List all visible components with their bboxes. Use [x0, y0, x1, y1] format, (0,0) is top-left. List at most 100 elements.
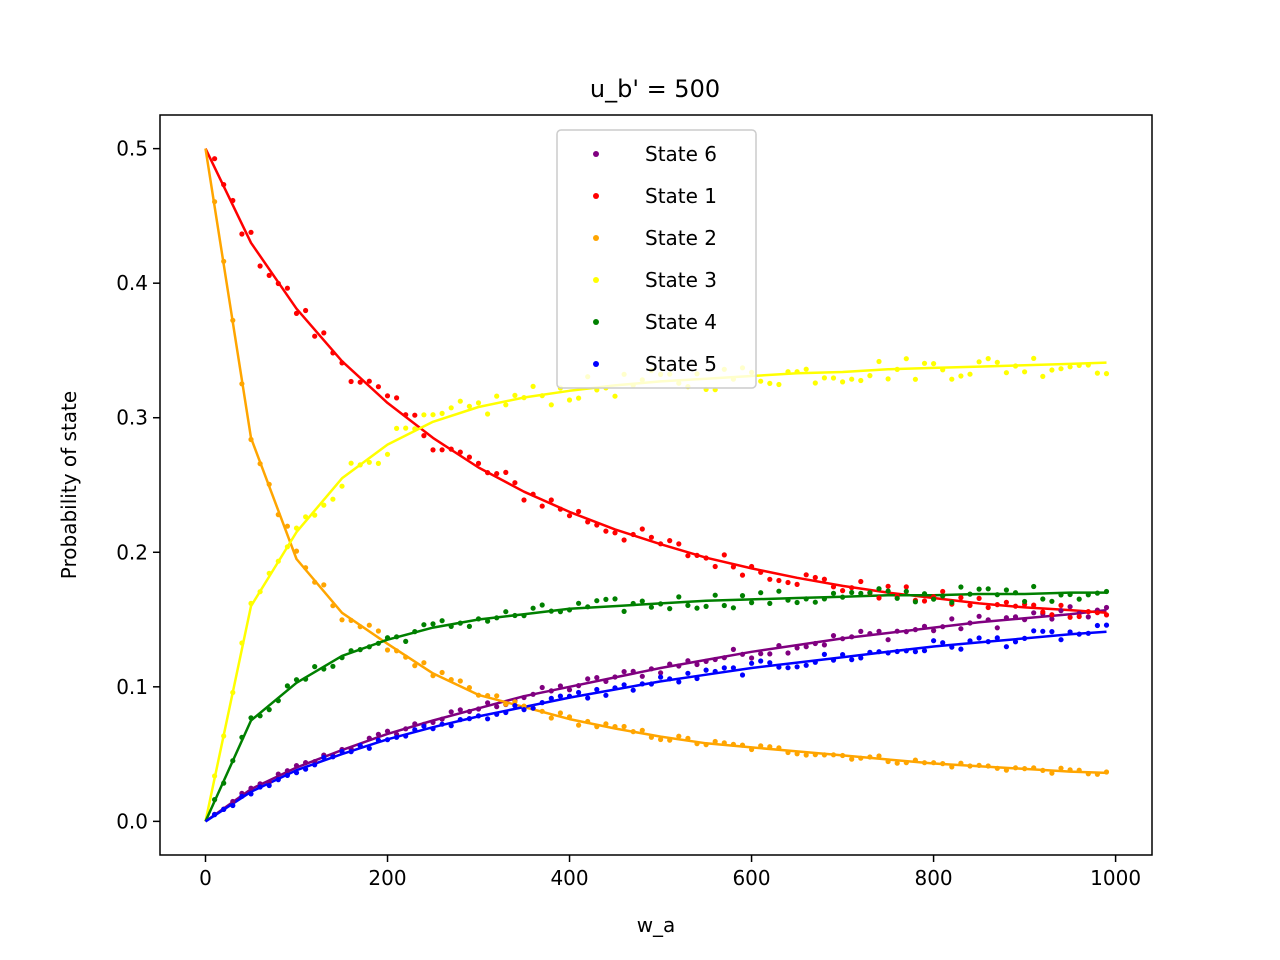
data-point [867, 631, 873, 637]
data-point [1049, 598, 1055, 604]
data-point [530, 705, 536, 711]
data-point [1040, 596, 1046, 602]
data-point [867, 754, 873, 760]
data-point [1058, 637, 1064, 643]
data-point [585, 519, 591, 525]
data-point [694, 675, 700, 682]
data-point [1085, 771, 1091, 777]
data-point [594, 598, 600, 604]
data-point [931, 760, 937, 766]
data-point [985, 639, 991, 645]
legend-marker [593, 193, 599, 199]
data-point [867, 590, 873, 596]
data-point [940, 593, 946, 599]
data-point [1049, 616, 1055, 622]
data-point [512, 392, 518, 398]
data-point [248, 600, 254, 607]
data-point [903, 356, 909, 362]
data-point [284, 768, 290, 774]
data-point [830, 752, 837, 758]
data-point [412, 412, 418, 418]
data-point [858, 655, 864, 661]
data-point [940, 761, 946, 767]
data-point [721, 655, 727, 661]
data-point [348, 749, 354, 755]
legend-label: State 6 [645, 142, 717, 166]
data-point [1022, 598, 1028, 605]
data-point [912, 627, 919, 633]
data-point [548, 497, 554, 503]
data-point [967, 591, 973, 597]
data-point [412, 426, 418, 432]
data-point [585, 718, 591, 725]
data-point [794, 581, 800, 588]
data-point [1012, 765, 1019, 771]
data-point [812, 380, 818, 386]
data-point [1103, 371, 1110, 377]
data-point [539, 708, 545, 714]
data-point [730, 741, 737, 747]
data-point [1094, 610, 1100, 616]
data-point [858, 590, 864, 597]
data-point [730, 564, 737, 570]
data-point [412, 629, 418, 635]
data-point [921, 648, 928, 654]
data-point [694, 661, 700, 668]
data-point [776, 577, 782, 584]
data-point [457, 398, 463, 404]
data-point [758, 743, 764, 749]
data-point [940, 588, 946, 595]
data-point [284, 523, 290, 529]
data-point [667, 606, 673, 612]
data-point [803, 572, 809, 578]
data-point [776, 588, 782, 594]
data-point [749, 660, 755, 666]
legend-label: State 2 [645, 226, 717, 250]
data-point [366, 622, 372, 628]
data-point [439, 410, 445, 416]
data-point [921, 760, 928, 766]
data-point [266, 707, 272, 713]
data-point [903, 760, 909, 766]
data-point [403, 654, 409, 660]
x-axis: 0 200 400 600 800 1000 [199, 855, 1141, 890]
data-point [403, 425, 409, 431]
data-point [357, 624, 363, 630]
data-point [921, 598, 928, 604]
data-point [257, 784, 263, 790]
data-point [1049, 770, 1055, 776]
data-point [812, 640, 818, 647]
data-point [921, 360, 928, 366]
data-point [1067, 604, 1073, 610]
data-point [412, 727, 418, 733]
x-axis-label: w_a [637, 913, 676, 937]
data-point [694, 741, 700, 747]
chart-title: u_b' = 500 [590, 75, 720, 103]
data-point [803, 662, 809, 668]
data-point [457, 678, 463, 684]
data-point [758, 378, 764, 384]
data-point [521, 707, 527, 713]
data-points [212, 156, 1110, 818]
data-point [375, 628, 381, 634]
data-point [312, 664, 318, 670]
data-point [239, 734, 245, 740]
data-point [1085, 592, 1091, 598]
data-point [676, 594, 682, 600]
data-point [475, 692, 482, 698]
data-point [430, 412, 436, 418]
data-point [1085, 362, 1091, 368]
data-point [312, 333, 318, 339]
x-tick-label: 0 [199, 866, 212, 890]
data-point [1094, 622, 1100, 629]
data-point [366, 644, 372, 650]
data-point [475, 460, 482, 466]
data-point [430, 621, 436, 627]
data-point [503, 701, 509, 707]
data-point [330, 603, 336, 609]
data-point [639, 673, 645, 679]
data-point [712, 563, 718, 570]
data-point [849, 657, 855, 663]
legend-label: State 1 [645, 184, 717, 208]
data-point [694, 605, 700, 611]
